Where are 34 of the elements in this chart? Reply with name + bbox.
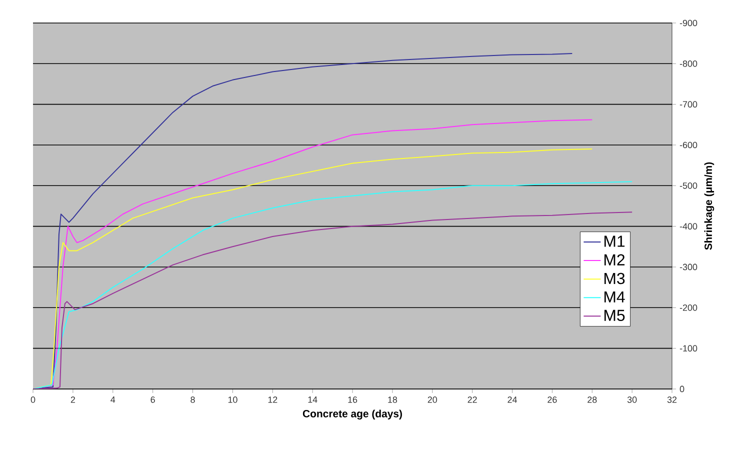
- y-tick-label: -300: [680, 264, 698, 270]
- x-tick-label: 20: [428, 396, 438, 403]
- y-tick-label: -100: [680, 345, 698, 352]
- y-axis-title: Shrinkage (μm/m): [704, 162, 714, 250]
- x-tick-label: 4: [110, 396, 116, 403]
- x-tick-label: 32: [667, 396, 677, 403]
- legend-label: M1: [604, 236, 625, 247]
- x-tick-label: 30: [627, 396, 637, 403]
- y-tick-label: -400: [680, 223, 698, 230]
- legend-label: M5: [604, 310, 625, 321]
- y-tick-label: -200: [680, 304, 698, 311]
- legend-label: M4: [604, 291, 625, 302]
- x-axis-title: Concrete age (days): [302, 410, 402, 420]
- x-tick-label: 12: [268, 396, 278, 403]
- x-tick-label: 10: [228, 396, 238, 403]
- x-tick-label: 26: [548, 396, 557, 403]
- y-tick-label: -600: [680, 142, 698, 148]
- y-tick-label: -700: [680, 101, 698, 108]
- x-tick-label: 22: [468, 396, 477, 403]
- x-tick-label: 28: [588, 396, 597, 403]
- x-tick-label: 0: [30, 396, 36, 403]
- x-tick-label: 14: [308, 396, 318, 403]
- y-tick-label: -900: [680, 20, 698, 26]
- x-tick-label: 18: [388, 396, 398, 403]
- legend-label: M2: [604, 254, 625, 266]
- y-tick-label: 0: [680, 386, 684, 392]
- x-tick-label: 6: [150, 396, 155, 403]
- x-tick-label: 24: [508, 396, 517, 403]
- y-tick-label: -500: [680, 182, 698, 189]
- x-tick-label: 2: [70, 396, 75, 403]
- legend-label: M3: [604, 272, 625, 284]
- x-tick-label: 16: [348, 396, 358, 403]
- x-tick-label: 8: [190, 396, 195, 403]
- y-tick-label: -800: [680, 60, 698, 67]
